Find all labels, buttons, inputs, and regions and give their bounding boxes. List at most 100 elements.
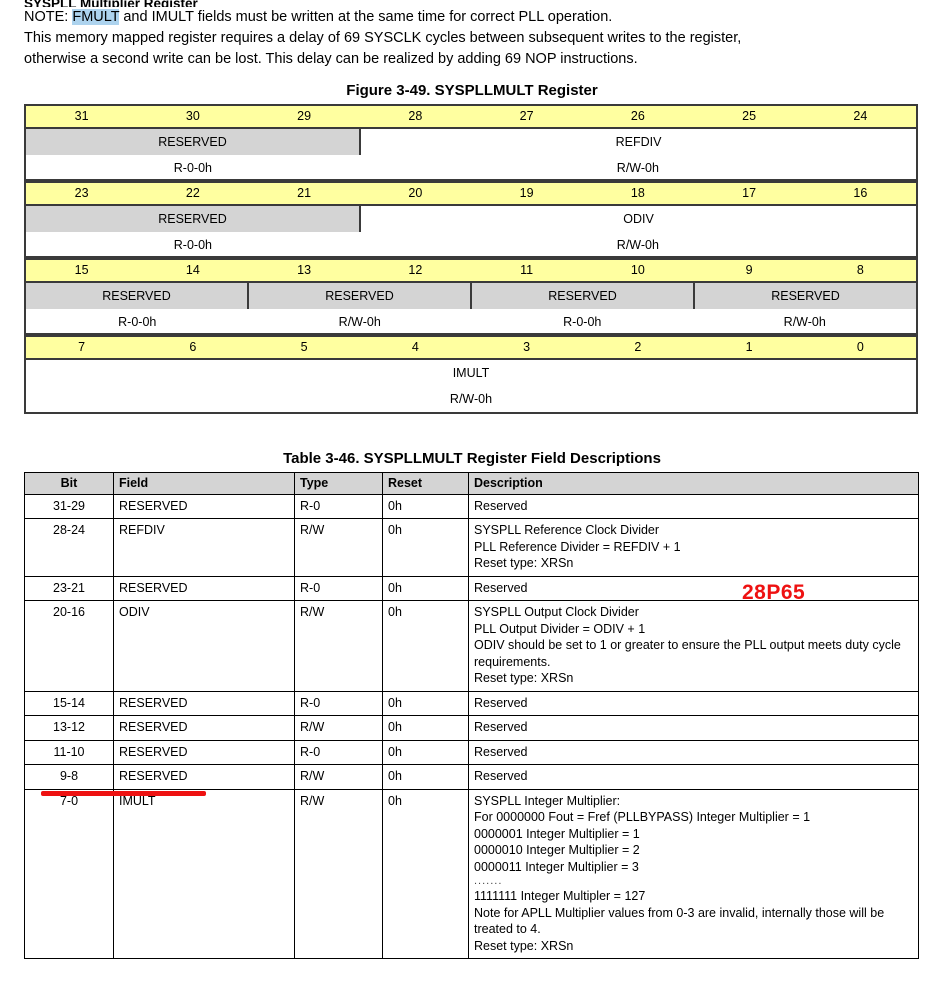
bit-number-row: 23 22 21 20 19 18 17 16 [26, 181, 916, 206]
bit-number-cell: 20 [408, 186, 423, 200]
cell-field: RESERVED [113, 575, 295, 601]
field-name-cell: RESERVED [26, 206, 361, 232]
description-line: Reserved [474, 498, 528, 513]
bit-number-cell: 1 [745, 340, 753, 354]
access-reset-row: R/W-0h [26, 386, 916, 412]
bit-number-cell: 28 [408, 109, 423, 123]
description-line: SYSPLL Integer Multiplier: [474, 793, 621, 808]
bit-number-cell: 9 [745, 263, 753, 277]
cell-type: R-0 [294, 739, 383, 765]
header-type: Type [294, 472, 383, 495]
description-line: Reserved [474, 695, 528, 710]
cell-type: R-0 [294, 575, 383, 601]
cell-description: Reserved [468, 764, 919, 790]
cell-reset: 0h [382, 739, 469, 765]
field-name-cell: RESERVED [472, 283, 695, 309]
description-line: Reserved [474, 720, 528, 734]
cell-bit: 11-10 [24, 739, 114, 765]
table-row: 15-14 RESERVED R-0 0h Reserved [24, 690, 919, 716]
cell-bit: 28-24 [24, 518, 114, 577]
bit-number-cell: 14 [185, 263, 200, 277]
cell-field: RESERVED [113, 715, 295, 741]
table-header-row: Bit Field Type Reset Description [24, 472, 919, 495]
bit-number-cell: 6 [189, 340, 197, 354]
description-line: 0000001 Integer Multiplier = 1 [474, 826, 640, 841]
cell-reset: 0h [382, 575, 469, 601]
fmult-highlight: FMULT [72, 9, 120, 25]
bit-number-cell: 29 [297, 109, 312, 123]
field-name-row: RESERVED RESERVED RESERVED RESERVED [26, 283, 916, 309]
table-row: 28-24 REFDIV R/W 0h SYSPLL Reference Clock D… [24, 518, 919, 577]
access-reset-cell: R/W-0h [783, 315, 826, 329]
description-line: For 0000000 Fout = Fref (PLLBYPASS) Inte… [474, 810, 811, 824]
bit-number-row: 31 30 29 28 27 26 25 24 [26, 106, 916, 129]
cell-description: SYSPLL Integer Multiplier: For 0000000 Fo… [468, 788, 919, 959]
cell-reset: 0h [382, 600, 469, 692]
bit-number-cell: 18 [630, 186, 645, 200]
access-reset-cell: R-0-0h [173, 238, 212, 252]
note-prefix: NOTE: [24, 9, 73, 25]
cell-type: R/W [294, 764, 383, 790]
bit-number-row: 7 6 5 4 3 2 1 0 [26, 335, 916, 360]
cell-description: Reserved [468, 715, 919, 741]
cell-bit: 13-12 [24, 715, 114, 741]
table-row: 7-0 IMULT R/W 0h SYSPLL Integer Multiplier: F… [24, 788, 919, 959]
description-line: Reserved [474, 744, 528, 759]
access-reset-cell: R/W-0h [338, 315, 381, 329]
cell-reset: 0h [382, 715, 469, 741]
cell-type: R/W [294, 715, 383, 741]
cell-field: IMULT [113, 788, 295, 959]
description-line: SYSPLL Output Clock Divider [474, 605, 639, 619]
table-row: 23-21 RESERVED R-0 0h Reserved [24, 575, 919, 601]
register-row-group: 7 6 5 4 3 2 1 0 IMULT R/W-0h [26, 335, 916, 412]
access-reset-cell: R/W-0h [616, 238, 659, 252]
red-annotation-28p65: 28P65 [742, 581, 806, 604]
description-line: SYSPLL Reference Clock Divider [474, 523, 660, 537]
field-name-cell: ODIV [361, 206, 916, 232]
cell-bit: 20-16 [24, 600, 114, 692]
bit-number-cell: 19 [519, 186, 534, 200]
header-bit: Bit [24, 472, 114, 495]
bit-number-cell: 4 [411, 340, 419, 354]
cell-reset: 0h [382, 493, 469, 519]
access-reset-cell: R-0-0h [563, 315, 602, 329]
field-name-row: IMULT [26, 360, 916, 386]
description-line: Reserved [474, 769, 528, 783]
bit-number-cell: 31 [74, 109, 89, 123]
field-name-cell: REFDIV [361, 129, 916, 155]
bit-number-cell: 11 [520, 263, 534, 277]
description-line: 1111111 Integer Multipler = 127 [474, 889, 646, 903]
table-caption: Table 3-46. SYSPLLMULT Register Field De… [283, 450, 661, 467]
table-row: 20-16 ODIV R/W 0h SYSPLL Output Clock Divide… [24, 600, 919, 692]
header-description: Description [468, 472, 919, 495]
bit-number-cell: 27 [519, 109, 534, 123]
description-line: 0000011 Integer Multiplier = 3 [474, 859, 639, 874]
access-reset-cell: R/W-0h [449, 392, 493, 406]
register-row-group: 15 14 13 12 11 10 9 8 RESERVED RESERVED RESERVED RE… [26, 258, 916, 335]
description-line: ODIV should be set to 1 or greater to en… [474, 638, 901, 669]
field-name-row: RESERVED ODIV [26, 206, 916, 232]
cell-bit: 23-21 [24, 575, 114, 601]
cell-description: Reserved [468, 575, 919, 601]
cell-bit: 9-8 [24, 764, 114, 790]
cell-reset: 0h [382, 518, 469, 577]
bit-number-cell: 17 [742, 186, 757, 200]
cell-reset: 0h [382, 690, 469, 716]
field-name-cell: IMULT [26, 360, 916, 386]
cell-type: R-0 [294, 493, 383, 519]
description-line: ....... [474, 875, 503, 887]
cell-reset: 0h [382, 764, 469, 790]
bit-number-cell: 24 [853, 109, 868, 123]
cell-description: Reserved [468, 493, 919, 519]
description-line: Note for APLL Multiplier values from 0-3… [474, 905, 885, 937]
bit-number-row: 15 14 13 12 11 10 9 8 [26, 258, 916, 283]
cell-bit: 15-14 [24, 690, 114, 716]
field-name-row: RESERVED REFDIV [26, 129, 916, 155]
access-reset-row: R-0-0h R/W-0h [26, 232, 916, 258]
cell-description: Reserved [468, 690, 919, 716]
table-row: 9-8 RESERVED R/W 0h Reserved [24, 764, 919, 790]
cell-reset: 0h [382, 788, 469, 959]
figure-caption: Figure 3-49. SYSPLLMULT Register [346, 82, 598, 99]
bit-number-cell: 26 [630, 109, 645, 123]
bit-number-cell: 8 [856, 263, 864, 277]
